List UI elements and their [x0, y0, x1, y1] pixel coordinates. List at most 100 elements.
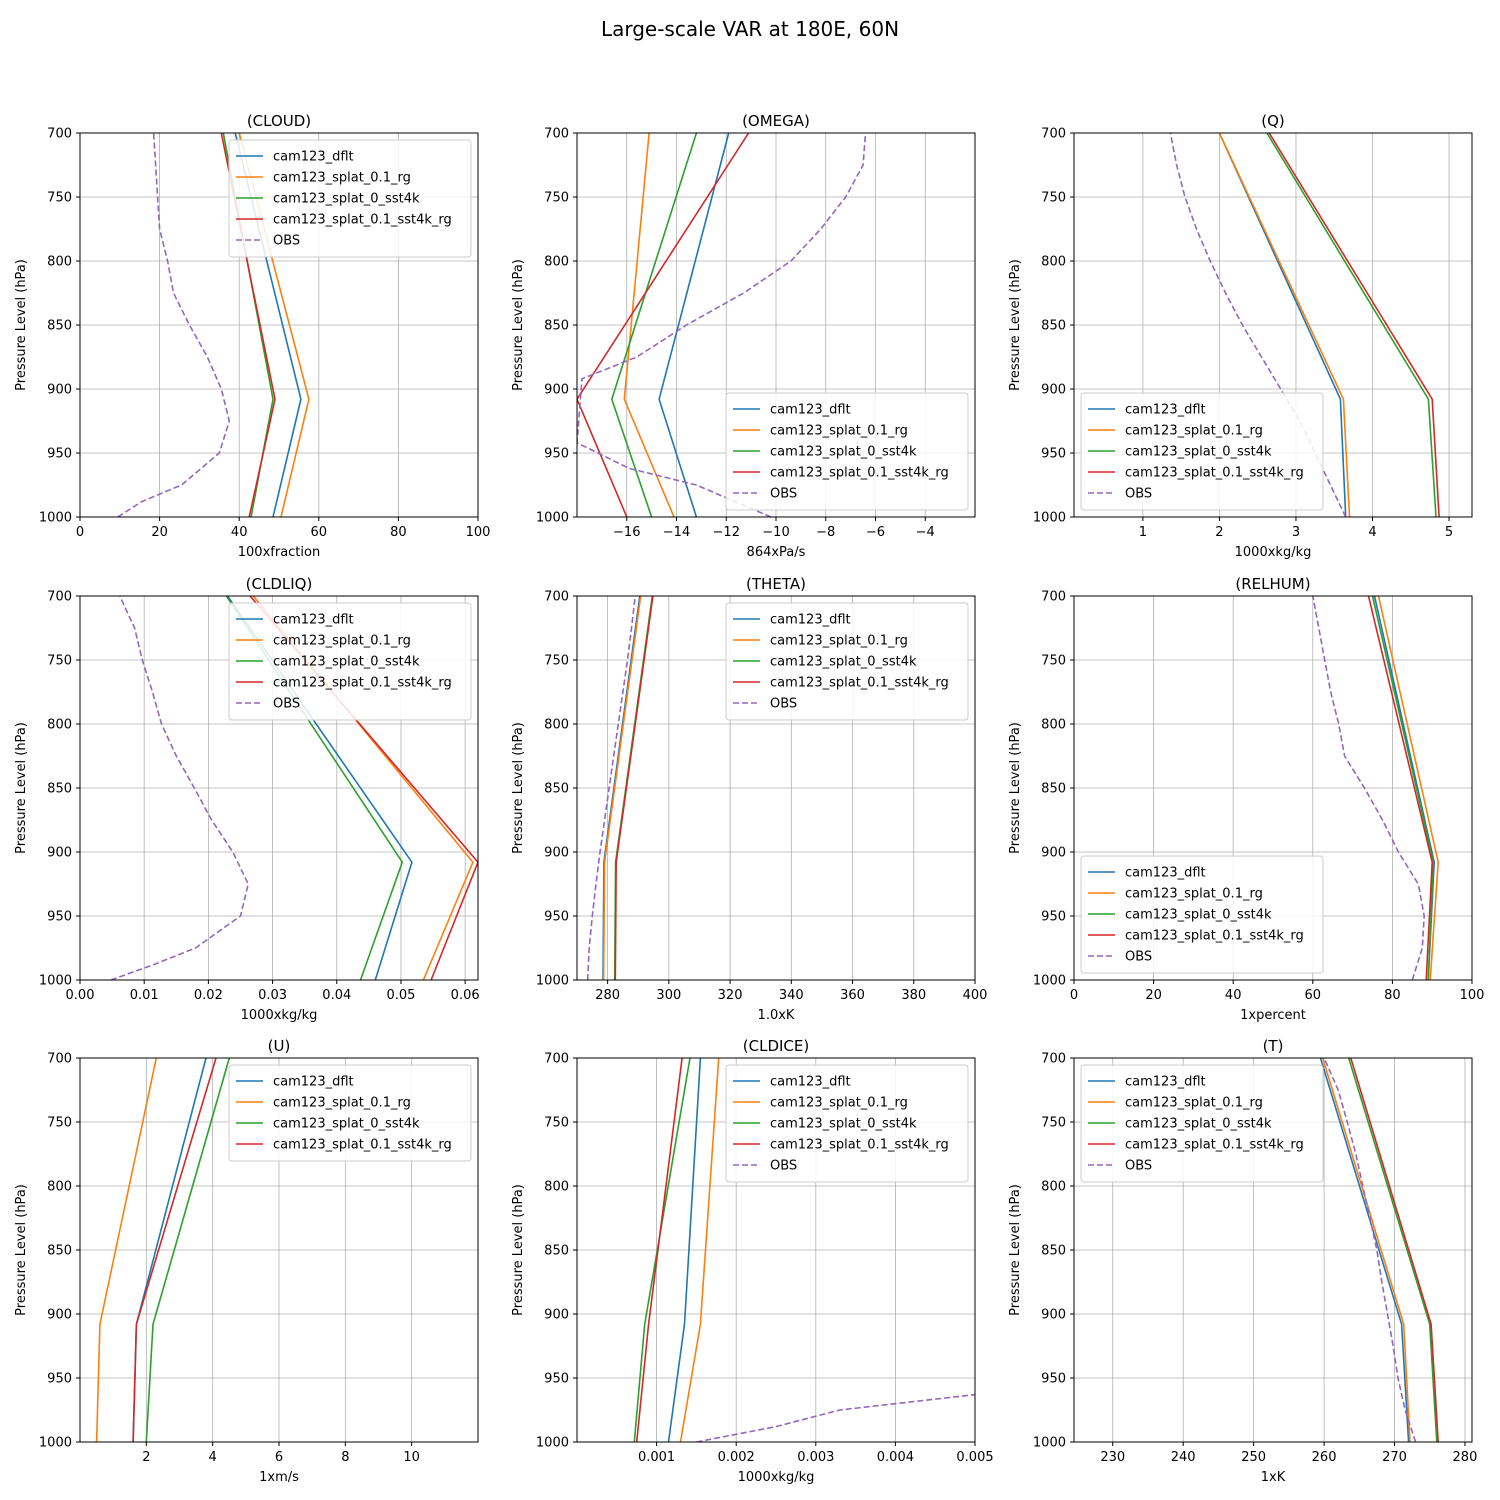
y-tick-label: 700 [1041, 127, 1066, 142]
legend: cam123_dflt cam123_splat_0.1_rg cam123_spl… [228, 139, 472, 258]
legend-label: cam123_dflt [1125, 403, 1206, 418]
x-tick-label: 60 [311, 525, 328, 540]
y-tick-label: 850 [1041, 319, 1066, 334]
y-tick-label: 800 [544, 718, 569, 733]
series-line-cam123-splat-0-1-sst4k-rg [132, 1058, 217, 1442]
y-tick-label: 800 [1041, 718, 1066, 733]
y-tick-label: 850 [47, 319, 72, 334]
x-tick-label: −14 [663, 525, 690, 540]
x-tick-label: 0.004 [877, 1450, 914, 1465]
series-line-cam123-splat-0-sst4k [633, 1058, 691, 1442]
legend-box [1080, 1064, 1324, 1183]
legend-label: cam123_dflt [1125, 1075, 1206, 1090]
chart-theta: 280 300 320 340 360 380 400 700 750 800 850 900 950 1… [511, 575, 987, 1023]
legend-label: cam123_dflt [770, 1075, 851, 1090]
y-tick-label: 900 [1041, 846, 1066, 861]
x-tick-label: 4 [209, 1450, 217, 1465]
x-tick-label: 100 [466, 525, 491, 540]
x-tick-label: 0.02 [194, 988, 223, 1003]
x-tick-label: −6 [866, 525, 885, 540]
legend: cam123_dflt cam123_splat_0.1_rg cam123_spl… [1080, 392, 1324, 511]
legend-label: cam123_splat_0.1_rg [1125, 1096, 1263, 1111]
series-line-cam123-splat-0-1-rg [1321, 1058, 1411, 1442]
x-tick-label: 280 [595, 988, 620, 1003]
legend-label: cam123_dflt [273, 613, 354, 628]
chart-title: (U) [268, 1037, 291, 1055]
y-tick-label: 750 [544, 654, 569, 669]
chart-t: 230 240 250 260 270 280 700 750 800 850 900 950 1000… [1008, 1037, 1477, 1485]
y-tick-label: 700 [47, 127, 72, 142]
y-tick-label: 750 [47, 654, 72, 669]
chart-title: (RELHUM) [1235, 575, 1310, 593]
legend: cam123_dflt cam123_splat_0.1_rg cam123_spl… [725, 602, 969, 721]
y-axis-label: Pressure Level (hPa) [511, 1184, 526, 1316]
series-line-cam123-splat-0-1-rg [679, 1058, 720, 1442]
series-line-cam123-splat-0-sst4k [1347, 1058, 1438, 1442]
series-line-cam123-splat-0-1-rg [623, 133, 675, 517]
series-line-cam123-splat-0-1-sst4k-rg [1350, 1058, 1439, 1442]
x-tick-label: 80 [1384, 988, 1401, 1003]
legend-label: OBS [770, 487, 797, 502]
x-tick-label: 260 [1312, 1450, 1337, 1465]
x-tick-label: 60 [1305, 988, 1322, 1003]
y-axis-label: Pressure Level (hPa) [14, 1184, 29, 1316]
x-tick-label: 100 [1460, 988, 1485, 1003]
legend-label: cam123_splat_0.1_rg [273, 634, 411, 649]
series-line-cam123-dflt [667, 1058, 702, 1442]
legend-label: cam123_dflt [273, 1075, 354, 1090]
legend-label: cam123_splat_0.1_sst4k_rg [1125, 929, 1304, 944]
series-line-obs [586, 596, 636, 980]
series-line-obs [1312, 596, 1426, 980]
series-line-obs [1169, 133, 1347, 517]
series-line-cam123-splat-0-sst4k [1371, 596, 1435, 980]
legend-label: cam123_splat_0.1_rg [770, 424, 908, 439]
y-tick-label: 900 [47, 1308, 72, 1323]
legend-label: cam123_splat_0.1_sst4k_rg [770, 676, 949, 691]
y-tick-label: 750 [544, 191, 569, 206]
legend-label: cam123_splat_0.1_rg [273, 171, 411, 186]
y-tick-label: 850 [47, 782, 72, 797]
y-tick-label: 950 [544, 910, 569, 925]
x-tick-label: 40 [231, 525, 248, 540]
x-tick-label: 6 [275, 1450, 283, 1465]
x-axis-label: 100xfraction [238, 545, 320, 560]
y-axis-label: Pressure Level (hPa) [14, 259, 29, 391]
y-axis-label: Pressure Level (hPa) [1008, 1184, 1023, 1316]
y-tick-label: 750 [47, 1116, 72, 1131]
x-tick-label: 300 [656, 988, 681, 1003]
chart-omega: −16 −14 −12 −10 −8 −6 −4 700 750 800 850 900 950 1000… [511, 112, 976, 560]
legend-label: cam123_splat_0.1_sst4k_rg [770, 466, 949, 481]
legend-box [725, 602, 969, 721]
legend-box [1080, 392, 1324, 511]
series-line-obs [696, 1393, 975, 1442]
x-tick-label: −10 [762, 525, 789, 540]
chart-title: (T) [1263, 1037, 1284, 1055]
legend-label: OBS [273, 234, 300, 249]
figure-title: Large-scale VAR at 180E, 60N [601, 17, 899, 41]
y-tick-label: 900 [544, 846, 569, 861]
y-tick-label: 700 [47, 590, 72, 605]
y-tick-label: 700 [1041, 590, 1066, 605]
x-tick-label: 0 [1070, 988, 1078, 1003]
y-tick-label: 950 [47, 910, 72, 925]
y-tick-label: 950 [544, 1372, 569, 1387]
y-tick-label: 800 [1041, 1180, 1066, 1195]
y-tick-label: 800 [47, 718, 72, 733]
y-tick-label: 750 [47, 191, 72, 206]
x-tick-label: 320 [718, 988, 743, 1003]
y-axis-label: Pressure Level (hPa) [511, 722, 526, 854]
x-tick-label: 0.002 [718, 1450, 755, 1465]
y-tick-label: 850 [1041, 1244, 1066, 1259]
x-tick-label: 80 [390, 525, 407, 540]
x-axis-label: 1000xkg/kg [241, 1008, 318, 1023]
legend-label: cam123_splat_0.1_rg [770, 634, 908, 649]
series-line-cam123-splat-0-1-sst4k-rg [614, 596, 654, 980]
x-tick-label: 380 [901, 988, 926, 1003]
legend-label: cam123_splat_0.1_sst4k_rg [1125, 1138, 1304, 1153]
legend-box [228, 1064, 472, 1162]
legend-label: cam123_splat_0.1_sst4k_rg [273, 676, 452, 691]
x-tick-label: 20 [151, 525, 168, 540]
y-tick-label: 900 [544, 1308, 569, 1323]
series-line-cam123-splat-0-1-rg [602, 596, 642, 980]
